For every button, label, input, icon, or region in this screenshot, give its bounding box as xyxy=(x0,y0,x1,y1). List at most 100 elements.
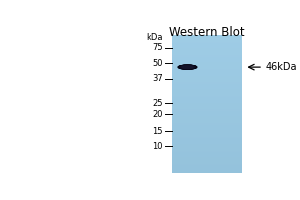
Bar xyxy=(172,133,242,134)
Bar xyxy=(172,88,242,89)
Bar xyxy=(172,70,242,71)
Bar xyxy=(172,111,242,112)
Bar xyxy=(172,169,242,170)
Bar xyxy=(172,171,242,172)
Ellipse shape xyxy=(182,66,194,69)
Bar xyxy=(172,44,242,45)
Bar xyxy=(172,91,242,92)
Bar xyxy=(172,40,242,41)
Bar xyxy=(172,97,242,98)
Bar xyxy=(172,51,242,52)
Bar xyxy=(172,48,242,49)
Bar xyxy=(172,99,242,100)
Bar xyxy=(172,132,242,133)
Bar xyxy=(172,168,242,169)
Bar xyxy=(172,114,242,115)
Bar xyxy=(172,57,242,58)
Bar xyxy=(172,60,242,61)
Ellipse shape xyxy=(181,66,194,69)
Bar xyxy=(172,165,242,166)
Bar xyxy=(172,82,242,83)
Ellipse shape xyxy=(179,65,196,69)
Bar xyxy=(172,140,242,141)
Bar xyxy=(172,79,242,80)
Bar xyxy=(172,116,242,117)
Bar xyxy=(172,84,242,85)
Bar xyxy=(172,127,242,128)
Bar xyxy=(172,94,242,95)
Bar xyxy=(172,119,242,120)
Bar xyxy=(172,89,242,90)
Bar xyxy=(172,81,242,82)
Bar xyxy=(172,126,242,127)
Ellipse shape xyxy=(182,66,193,68)
Ellipse shape xyxy=(183,66,192,68)
Bar xyxy=(172,152,242,153)
Bar xyxy=(172,67,242,68)
Bar xyxy=(172,37,242,38)
Bar xyxy=(172,128,242,129)
Bar xyxy=(172,86,242,87)
Bar xyxy=(172,54,242,55)
Ellipse shape xyxy=(181,66,194,69)
Bar xyxy=(172,85,242,86)
Bar xyxy=(172,127,242,128)
Ellipse shape xyxy=(181,66,194,69)
Bar xyxy=(172,47,242,48)
Bar xyxy=(172,107,242,108)
Bar xyxy=(172,149,242,150)
Bar xyxy=(172,42,242,43)
Bar xyxy=(172,42,242,43)
Ellipse shape xyxy=(179,65,196,69)
Bar xyxy=(172,154,242,155)
Bar xyxy=(172,100,242,101)
Bar xyxy=(172,141,242,142)
Bar xyxy=(172,75,242,76)
Bar xyxy=(172,104,242,105)
Bar xyxy=(172,78,242,79)
Bar xyxy=(172,124,242,125)
Bar xyxy=(172,95,242,96)
Bar xyxy=(172,43,242,44)
Ellipse shape xyxy=(178,65,197,69)
Bar xyxy=(172,68,242,69)
Bar xyxy=(172,134,242,135)
Ellipse shape xyxy=(178,65,196,69)
Bar xyxy=(172,62,242,63)
Bar xyxy=(172,48,242,49)
Text: 25: 25 xyxy=(152,99,163,108)
Bar xyxy=(172,103,242,104)
Bar xyxy=(172,140,242,141)
Text: 46kDa: 46kDa xyxy=(266,62,297,72)
Bar xyxy=(172,152,242,153)
Bar xyxy=(172,79,242,80)
Ellipse shape xyxy=(180,65,195,69)
Bar xyxy=(172,35,242,36)
Bar xyxy=(172,91,242,92)
Ellipse shape xyxy=(181,66,194,69)
Bar xyxy=(172,143,242,144)
Bar xyxy=(172,43,242,44)
Ellipse shape xyxy=(182,66,193,68)
Bar xyxy=(172,65,242,66)
Bar xyxy=(172,74,242,75)
Bar xyxy=(172,110,242,111)
Bar xyxy=(172,108,242,109)
Bar xyxy=(172,117,242,118)
Text: 37: 37 xyxy=(152,74,163,83)
Bar xyxy=(172,133,242,134)
Bar xyxy=(172,115,242,116)
Bar xyxy=(172,45,242,46)
Bar xyxy=(172,77,242,78)
Bar xyxy=(172,66,242,67)
Bar xyxy=(172,167,242,168)
Bar xyxy=(172,157,242,158)
Bar xyxy=(172,121,242,122)
Bar xyxy=(172,56,242,57)
Bar xyxy=(172,138,242,139)
Bar xyxy=(172,92,242,93)
Bar xyxy=(172,61,242,62)
Bar xyxy=(172,113,242,114)
Bar xyxy=(172,80,242,81)
Ellipse shape xyxy=(182,66,193,68)
